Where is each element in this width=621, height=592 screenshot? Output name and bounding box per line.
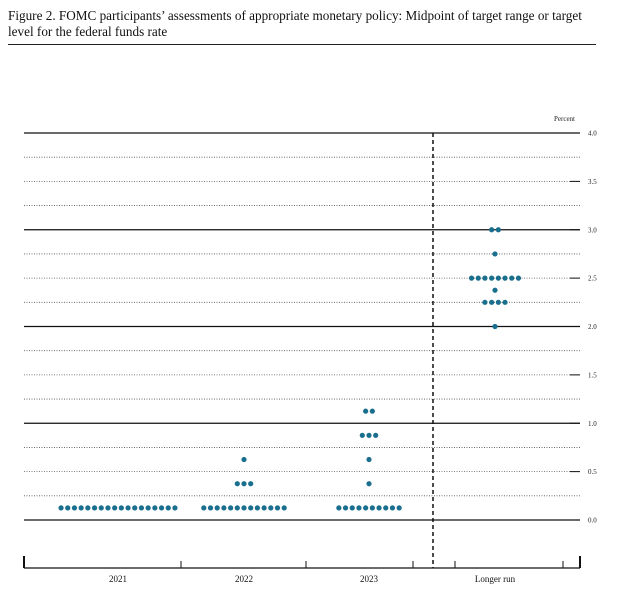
participant-dot xyxy=(336,505,342,511)
title-rule xyxy=(8,44,596,45)
y-tick-label: 1.0 xyxy=(588,420,597,428)
participant-dot xyxy=(489,227,495,233)
participant-dot xyxy=(65,505,71,511)
participant-dot xyxy=(201,505,207,511)
participant-dot xyxy=(389,505,396,511)
x-category-label: 2023 xyxy=(360,574,379,584)
y-axis-ticks: 0.0 0.5 1.0 1.5 2.0 2.5 3.0 3.5 4.0 xyxy=(570,130,597,525)
y-tick-label: 3.0 xyxy=(588,226,597,234)
participant-dot xyxy=(112,505,118,511)
participant-dot xyxy=(502,275,508,281)
participant-dot xyxy=(373,432,379,438)
participant-dot xyxy=(475,275,481,281)
participant-dot xyxy=(214,505,220,511)
participant-dot xyxy=(509,275,515,281)
participant-dot xyxy=(91,505,98,511)
participant-dot xyxy=(369,505,375,511)
participant-dot xyxy=(152,505,158,511)
participant-dot xyxy=(482,299,488,305)
x-category-label: 2021 xyxy=(109,574,127,584)
participant-dot xyxy=(85,505,91,511)
participant-dot xyxy=(105,505,111,511)
participant-dot xyxy=(241,505,247,511)
participant-dot xyxy=(356,505,362,511)
participant-dot xyxy=(489,299,495,305)
participant-dot xyxy=(396,505,402,511)
x-category-label: Longer run xyxy=(475,574,516,584)
participant-dot xyxy=(241,481,247,487)
participant-dot xyxy=(98,505,104,511)
participant-dot xyxy=(125,505,131,511)
participant-dot xyxy=(495,299,501,305)
participant-dot xyxy=(342,505,349,511)
participant-dot xyxy=(359,432,365,438)
participant-dot xyxy=(369,408,375,414)
participant-dot xyxy=(145,505,151,511)
participant-dot xyxy=(241,456,247,463)
y-tick-label: 0.5 xyxy=(588,468,597,476)
participant-dot xyxy=(495,227,501,233)
participant-dot xyxy=(268,505,274,511)
participant-dot xyxy=(138,505,145,511)
y-tick-label: 1.5 xyxy=(588,371,597,379)
dots-layer xyxy=(58,227,522,511)
participant-dot xyxy=(482,275,488,281)
y-tick-label: 2.0 xyxy=(588,323,597,331)
y-tick-label: 0.0 xyxy=(588,517,597,525)
participant-dot xyxy=(492,287,498,293)
figure-title: Figure 2. FOMC participants’ assessments… xyxy=(8,8,582,39)
participant-dot xyxy=(132,505,138,511)
participant-dot xyxy=(489,275,495,281)
participant-dot xyxy=(366,432,372,438)
participant-dot xyxy=(366,481,372,487)
participant-dot xyxy=(515,275,522,281)
participant-dot xyxy=(383,505,389,511)
participant-dot xyxy=(349,505,355,511)
participant-dot xyxy=(502,299,508,305)
participant-dot xyxy=(492,323,498,330)
participant-dot xyxy=(221,505,227,511)
unit-label: Percent xyxy=(554,115,575,123)
participant-dot xyxy=(468,275,475,281)
participant-dot xyxy=(58,505,64,511)
participant-dot xyxy=(234,505,240,511)
participant-dot xyxy=(376,505,382,511)
participant-dot xyxy=(207,505,214,511)
participant-dot xyxy=(363,505,369,511)
participant-dot xyxy=(274,505,281,511)
participant-dot xyxy=(234,481,240,487)
participant-dot xyxy=(118,505,124,511)
participant-dot xyxy=(172,505,178,511)
participant-dot xyxy=(228,505,234,511)
y-tick-label: 4.0 xyxy=(588,130,597,138)
participant-dot xyxy=(492,251,498,257)
participant-dot xyxy=(158,505,165,511)
participant-dot xyxy=(78,505,84,511)
participant-dot xyxy=(248,505,254,511)
participant-dot xyxy=(363,408,369,414)
participant-dot xyxy=(71,505,78,511)
participant-dot xyxy=(366,456,372,463)
y-tick-label: 3.5 xyxy=(588,178,597,186)
participant-dot xyxy=(165,505,171,511)
participant-dot xyxy=(261,505,267,511)
x-category-label: 2022 xyxy=(235,574,253,584)
x-axis: 2021 2022 2023 Longer run xyxy=(23,556,581,584)
participant-dot xyxy=(254,505,260,511)
y-tick-label: 2.5 xyxy=(588,275,597,283)
participant-dot xyxy=(248,481,254,487)
participant-dot xyxy=(495,275,501,281)
participant-dot xyxy=(281,505,287,511)
